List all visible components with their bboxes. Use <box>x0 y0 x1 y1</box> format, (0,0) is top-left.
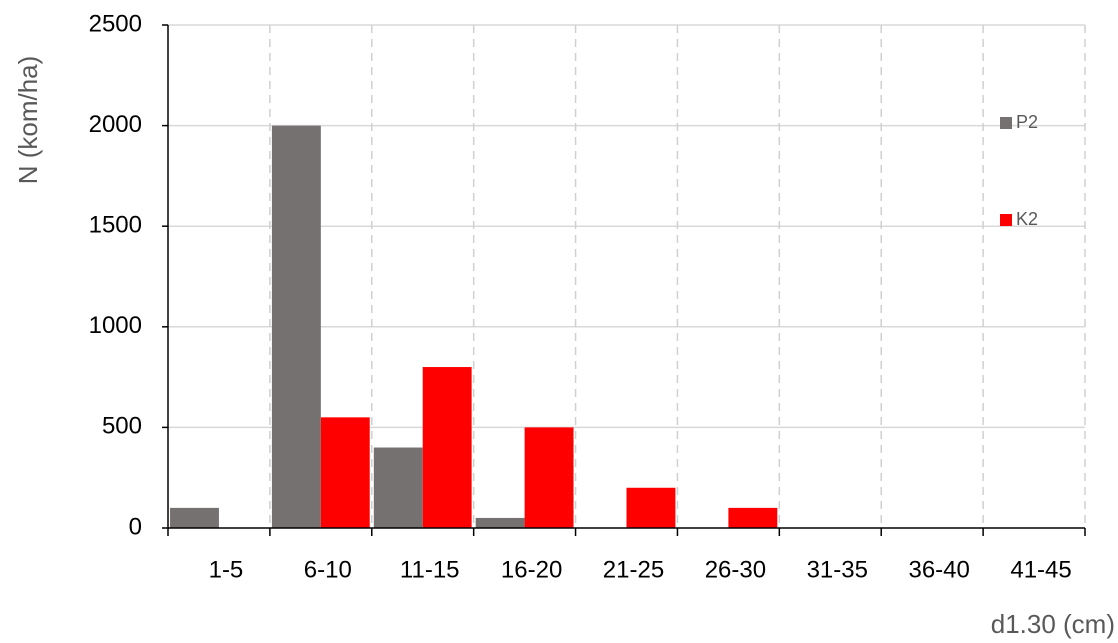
bar <box>373 447 423 528</box>
y-tick-label: 0 <box>129 513 142 540</box>
x-tick-label: 6-10 <box>304 556 352 583</box>
y-axis-title: N (kom/ha) <box>13 56 43 185</box>
bar <box>475 517 525 528</box>
bar <box>422 367 472 528</box>
x-tick-label: 41-45 <box>1010 556 1071 583</box>
bar <box>170 507 219 528</box>
x-tick-label: 1-5 <box>209 556 244 583</box>
x-tick-label: 36-40 <box>908 556 969 583</box>
x-tick-label: 21-25 <box>603 556 664 583</box>
x-tick-label: 31-35 <box>807 556 868 583</box>
bar <box>626 487 676 528</box>
y-tick-label: 500 <box>102 413 142 440</box>
y-tick-label: 1500 <box>89 212 142 239</box>
bar <box>728 507 778 528</box>
x-tick-label: 26-30 <box>705 556 766 583</box>
legend-swatch <box>1000 117 1012 129</box>
x-tick-label: 16-20 <box>501 556 562 583</box>
bar <box>271 125 321 528</box>
y-tick-label: 1000 <box>89 312 142 339</box>
y-tick-label: 2000 <box>89 111 142 138</box>
bar <box>524 427 574 528</box>
legend-text: P2 <box>1016 112 1038 132</box>
y-tick-label: 2500 <box>89 10 142 37</box>
bar <box>320 417 370 528</box>
legend-text: K2 <box>1016 209 1038 229</box>
legend-swatch <box>1000 214 1012 226</box>
x-axis-title: d1.30 (cm) <box>991 609 1115 639</box>
x-tick-label: 11-15 <box>400 556 460 583</box>
